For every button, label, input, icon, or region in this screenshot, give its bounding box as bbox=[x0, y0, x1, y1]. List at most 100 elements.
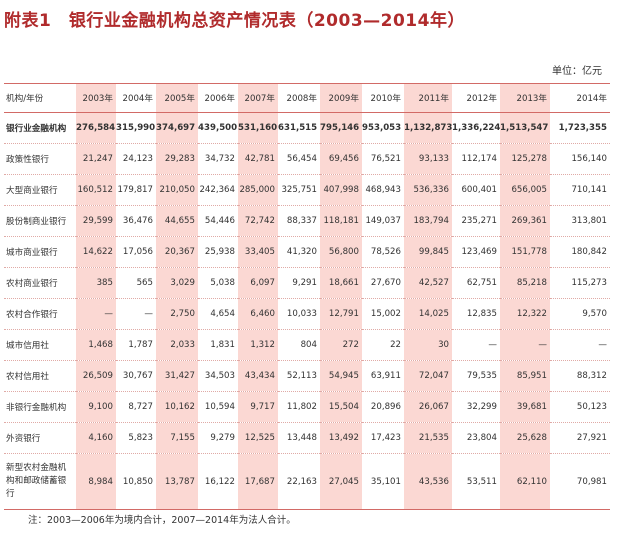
table-cell: 56,454 bbox=[278, 143, 320, 175]
table-cell: 23,804 bbox=[452, 422, 500, 454]
table-cell: 151,778 bbox=[500, 236, 550, 268]
table-cell: 29,599 bbox=[76, 205, 116, 237]
table-cell: 35,101 bbox=[362, 453, 404, 510]
table-cell: 78,526 bbox=[362, 236, 404, 268]
corner-header: 机构/年份 bbox=[4, 83, 76, 113]
table-cell: 9,279 bbox=[198, 422, 238, 454]
table-cell: 17,056 bbox=[116, 236, 156, 268]
table-cell: 804 bbox=[278, 329, 320, 361]
table-cell: 11,802 bbox=[278, 391, 320, 423]
table-cell: 180,842 bbox=[550, 236, 610, 268]
table-cell: 69,456 bbox=[320, 143, 362, 175]
table-cell: 123,469 bbox=[452, 236, 500, 268]
table-cell: 12,322 bbox=[500, 298, 550, 330]
year-header: 2005年 bbox=[156, 83, 198, 113]
row-label: 农村商业银行 bbox=[4, 267, 76, 299]
table-cell: 2,750 bbox=[156, 298, 198, 330]
table-cell: 1,132,873 bbox=[404, 112, 452, 144]
table-cell: 125,278 bbox=[500, 143, 550, 175]
table-cell: 93,133 bbox=[404, 143, 452, 175]
year-header: 2013年 bbox=[500, 83, 550, 113]
table-cell: 44,655 bbox=[156, 205, 198, 237]
table-cell: 31,427 bbox=[156, 360, 198, 392]
table-cell: 41,320 bbox=[278, 236, 320, 268]
table-cell: 5,038 bbox=[198, 267, 238, 299]
table-cell: 385 bbox=[76, 267, 116, 299]
unit-label: 单位：亿元 bbox=[552, 66, 602, 77]
table-cell: 276,584 bbox=[76, 112, 116, 144]
table-cell: 210,050 bbox=[156, 174, 198, 206]
table-cell: 1,336,224 bbox=[452, 112, 500, 144]
table-row: 城市信用社 1,468 1,787 2,033 1,831 1,312 804 272 22 30… bbox=[4, 329, 610, 361]
table-cell: — bbox=[550, 329, 610, 361]
table-row: 农村信用社 26,509 30,767 31,427 34,503 43,434 52,11… bbox=[4, 360, 610, 392]
table-cell: 13,448 bbox=[278, 422, 320, 454]
table-cell: 22,163 bbox=[278, 453, 320, 510]
table-cell: 115,273 bbox=[550, 267, 610, 299]
table-cell: 179,817 bbox=[116, 174, 156, 206]
footnote: 注：2003—2006年为境内合计，2007—2014年为法人合计。 bbox=[28, 515, 296, 526]
table-cell: 52,113 bbox=[278, 360, 320, 392]
table-cell: — bbox=[116, 298, 156, 330]
table-cell: 34,503 bbox=[198, 360, 238, 392]
table-row: 城市商业银行 14,622 17,056 20,367 25,938 33,405 41,3… bbox=[4, 236, 610, 268]
table-cell: 39,681 bbox=[500, 391, 550, 423]
row-label: 农村信用社 bbox=[4, 360, 76, 392]
table-cell: 407,998 bbox=[320, 174, 362, 206]
table-cell: 6,097 bbox=[238, 267, 278, 299]
table-cell: 14,622 bbox=[76, 236, 116, 268]
table-cell: 27,670 bbox=[362, 267, 404, 299]
table-cell: 5,823 bbox=[116, 422, 156, 454]
table-cell: 13,787 bbox=[156, 453, 198, 510]
row-label: 新型农村金融机构和邮政储蓄银行 bbox=[4, 453, 76, 510]
table-cell: 88,337 bbox=[278, 205, 320, 237]
table-cell: 160,512 bbox=[76, 174, 116, 206]
table-cell: 17,687 bbox=[238, 453, 278, 510]
table-cell: 15,002 bbox=[362, 298, 404, 330]
table-cell: 565 bbox=[116, 267, 156, 299]
table-cell: 76,521 bbox=[362, 143, 404, 175]
table-cell: 235,271 bbox=[452, 205, 500, 237]
table-cell: 27,921 bbox=[550, 422, 610, 454]
table-cell: 7,155 bbox=[156, 422, 198, 454]
row-label: 农村合作银行 bbox=[4, 298, 76, 330]
table-cell: 2,033 bbox=[156, 329, 198, 361]
table-cell: 374,697 bbox=[156, 112, 198, 144]
table-cell: 22 bbox=[362, 329, 404, 361]
table-cell: 85,218 bbox=[500, 267, 550, 299]
table-cell: 656,005 bbox=[500, 174, 550, 206]
table-cell: 325,751 bbox=[278, 174, 320, 206]
row-label: 非银行金融机构 bbox=[4, 391, 76, 423]
table-cell: 1,723,355 bbox=[550, 112, 610, 144]
table-cell: 12,791 bbox=[320, 298, 362, 330]
table-cell: 313,801 bbox=[550, 205, 610, 237]
table-cell: — bbox=[452, 329, 500, 361]
table-cell: 6,460 bbox=[238, 298, 278, 330]
table-cell: 79,535 bbox=[452, 360, 500, 392]
table-cell: 21,535 bbox=[404, 422, 452, 454]
table-cell: 88,312 bbox=[550, 360, 610, 392]
table-cell: 42,781 bbox=[238, 143, 278, 175]
table-cell: 18,661 bbox=[320, 267, 362, 299]
table-cell: 27,045 bbox=[320, 453, 362, 510]
table-cell: 118,181 bbox=[320, 205, 362, 237]
year-header: 2003年 bbox=[76, 83, 116, 113]
table-cell: 9,100 bbox=[76, 391, 116, 423]
table-cell: 3,029 bbox=[156, 267, 198, 299]
table-cell: 10,594 bbox=[198, 391, 238, 423]
table-cell: 269,361 bbox=[500, 205, 550, 237]
table-cell: 12,525 bbox=[238, 422, 278, 454]
table-cell: 56,800 bbox=[320, 236, 362, 268]
table-cell: 183,794 bbox=[404, 205, 452, 237]
table-cell: 53,511 bbox=[452, 453, 500, 510]
year-header: 2011年 bbox=[404, 83, 452, 113]
table-cell: — bbox=[76, 298, 116, 330]
table-cell: 63,911 bbox=[362, 360, 404, 392]
table-cell: 42,527 bbox=[404, 267, 452, 299]
table-cell: 13,492 bbox=[320, 422, 362, 454]
table-cell: 468,943 bbox=[362, 174, 404, 206]
row-label: 外资银行 bbox=[4, 422, 76, 454]
table-cell: 33,405 bbox=[238, 236, 278, 268]
year-header: 2009年 bbox=[320, 83, 362, 113]
year-header: 2012年 bbox=[452, 83, 500, 113]
